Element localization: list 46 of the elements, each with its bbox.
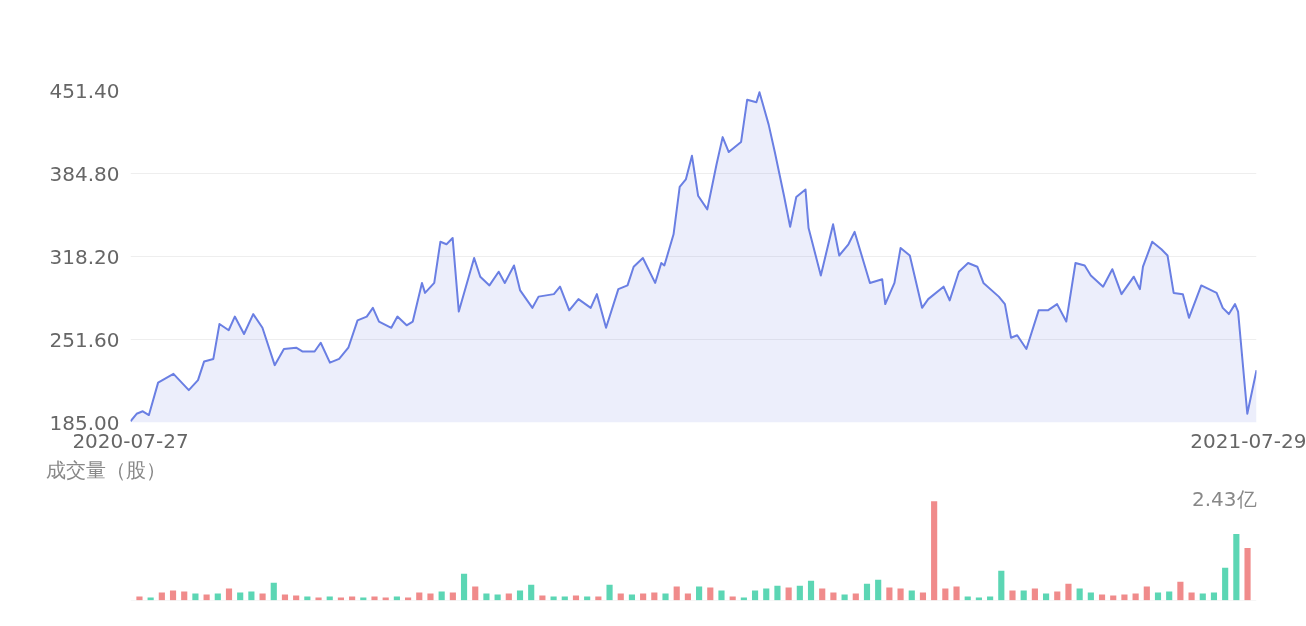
bar — [606, 584, 613, 601]
bar — [1121, 594, 1128, 601]
bar — [807, 580, 815, 601]
bar — [875, 579, 882, 601]
bar — [225, 588, 233, 601]
bar — [897, 588, 904, 601]
bar — [1009, 590, 1016, 601]
bar — [1244, 547, 1251, 601]
bar — [1222, 567, 1229, 601]
bar — [662, 593, 669, 601]
bar — [863, 583, 871, 601]
bar — [819, 588, 826, 601]
bar — [1076, 588, 1083, 601]
bar — [763, 588, 770, 601]
bar — [1233, 534, 1240, 601]
bar — [796, 585, 803, 601]
bar — [1065, 583, 1072, 601]
bar — [953, 586, 960, 601]
bar — [1177, 581, 1184, 601]
y-tick-label: 384.80 — [49, 161, 120, 186]
bar — [718, 590, 725, 601]
bar — [942, 588, 949, 601]
bar — [270, 582, 277, 601]
bar — [673, 586, 680, 601]
bar — [528, 584, 535, 601]
y-tick-label: 318.20 — [49, 244, 120, 269]
bar — [427, 593, 434, 601]
y-tick-label: 451.40 — [49, 78, 120, 103]
bar — [785, 587, 792, 601]
chart-title: 成交量（股） — [45, 457, 166, 482]
bar — [472, 586, 479, 601]
bar — [460, 573, 468, 601]
bar — [886, 587, 893, 601]
annotation: 2.43亿 — [1191, 486, 1257, 511]
x-tick-label: 2021-07-29 — [1190, 428, 1306, 453]
y-tick-label: 251.60 — [49, 327, 120, 352]
bar — [931, 501, 938, 601]
bar — [696, 586, 703, 601]
y-tick-label: 185.00 — [49, 410, 120, 435]
bar — [998, 570, 1005, 601]
bar — [259, 593, 266, 601]
bar — [707, 587, 714, 601]
bar — [774, 585, 781, 601]
bar — [1143, 586, 1150, 601]
bar — [483, 593, 490, 601]
bar — [1031, 588, 1038, 601]
